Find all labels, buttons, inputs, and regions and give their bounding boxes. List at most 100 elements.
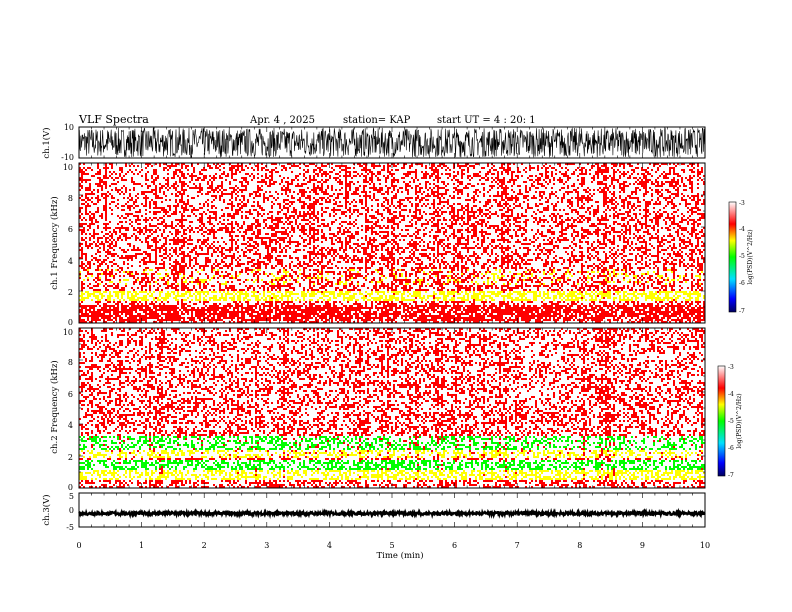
ch1-spectrogram-cell xyxy=(155,193,157,195)
ch1-spectrogram-cell xyxy=(79,273,81,275)
ch1-spectrogram-cell xyxy=(129,319,131,321)
ch1-spectrogram-cell xyxy=(299,199,301,201)
ch1-spectrogram-cell xyxy=(275,225,277,227)
ch1-spectrogram-cell xyxy=(135,211,137,213)
ch1-spectrogram-cell xyxy=(149,163,151,165)
ch1-spectrogram-cell xyxy=(309,257,311,259)
ch1-spectrogram-cell xyxy=(101,193,103,195)
ch1-spectrogram-cell xyxy=(189,289,191,291)
ch1-spectrogram-cell xyxy=(175,231,177,233)
ch1-spectrogram-cell xyxy=(321,307,323,309)
ch1-spectrogram-cell xyxy=(299,263,301,265)
ch1-spectrogram-cell xyxy=(343,285,345,287)
ch1-spectrogram-cell xyxy=(303,241,305,243)
ch1-spectrogram-cell xyxy=(315,313,317,315)
ch1-spectrogram-cell xyxy=(271,255,273,257)
ch1-spectrogram-cell xyxy=(277,203,279,205)
ch1-spectrogram-cell xyxy=(131,255,133,257)
ch1-spectrogram-cell xyxy=(81,255,83,257)
ch1-spectrogram-cell xyxy=(105,209,107,211)
ch1-spectrogram-cell xyxy=(169,257,171,259)
ch1-spectrogram-cell xyxy=(81,173,83,175)
ch1-spectrogram-cell xyxy=(333,211,335,213)
ch1-spectrogram-cell xyxy=(261,319,263,321)
ch1-spectrogram-cell xyxy=(137,273,139,275)
ch1-spectrogram-cell xyxy=(341,247,343,249)
ch1-spectrogram-cell xyxy=(81,265,83,267)
ch1-spectrogram-cell xyxy=(311,309,313,311)
ch1-spectrogram-cell xyxy=(79,167,81,169)
ch1-spectrogram-cell xyxy=(245,311,247,313)
ch1-spectrogram-cell xyxy=(225,313,227,315)
ch1-spectrogram-cell xyxy=(89,223,91,225)
ch1-spectrogram-cell xyxy=(239,289,241,291)
ch1-spectrogram-cell xyxy=(217,317,219,319)
ch1-spectrogram-cell xyxy=(189,305,191,307)
ch1-spectrogram-cell xyxy=(209,259,211,261)
ch1-spectrogram-cell xyxy=(91,305,93,307)
ch1-spectrogram-cell xyxy=(349,167,351,169)
ch1-spectrogram-cell xyxy=(145,303,147,305)
ch1-spectrogram-cell xyxy=(197,279,199,281)
ch1-spectrogram-cell xyxy=(335,311,337,313)
ch1-spectrogram-cell xyxy=(223,283,225,285)
ch1-spectrogram-cell xyxy=(125,315,127,317)
ch1-spectrogram-cell xyxy=(263,237,265,239)
ch1-spectrogram-cell xyxy=(113,259,115,261)
ch1-spectrogram-cell xyxy=(151,311,153,313)
ch1-spectrogram-cell xyxy=(247,245,249,247)
ch1-spectrogram-cell xyxy=(163,191,165,193)
ch1-spectrogram-cell xyxy=(107,257,109,259)
ch1-spectrogram-cell xyxy=(185,291,187,293)
ch1-spectrogram-cell xyxy=(175,229,177,231)
ch1-spectrogram-cell xyxy=(293,319,295,321)
ch1-spectrogram-cell xyxy=(253,305,255,307)
ch1-spectrogram-cell xyxy=(181,227,183,229)
ch1-spectrogram-cell xyxy=(131,213,133,215)
ch1-spectrogram-cell xyxy=(289,231,291,233)
ch1-spectrogram-cell xyxy=(335,289,337,291)
ch1-spectrogram-cell xyxy=(237,167,239,169)
ch1-spectrogram-cell xyxy=(321,315,323,317)
ch1-spectrogram-cell xyxy=(249,269,251,271)
ch1-spectrogram-cell xyxy=(97,163,99,165)
ch1-spectrogram-cell xyxy=(165,239,167,241)
ch1-spectrogram-cell xyxy=(265,297,267,299)
ch1-spectrogram-cell xyxy=(227,193,229,195)
ch1-spectrogram-cell xyxy=(159,319,161,321)
ch1-spectrogram-cell xyxy=(219,221,221,223)
ch1-spectrogram-cell xyxy=(303,231,305,233)
ch1-spectrogram-cell xyxy=(233,309,235,311)
ch1-spectrogram-cell xyxy=(97,291,99,293)
ch1-spectrogram-cell xyxy=(153,315,155,317)
ch1-spectrogram-cell xyxy=(303,219,305,221)
ch1-spectrogram-cell xyxy=(175,309,177,311)
ch1-spectrogram-cell xyxy=(167,225,169,227)
ch1-spectrogram-cell xyxy=(337,237,339,239)
ch1-spectrogram-cell xyxy=(135,219,137,221)
ch1-spectrogram-cell xyxy=(337,313,339,315)
ch1-spectrogram-cell xyxy=(221,229,223,231)
ch1-spectrogram-cell xyxy=(95,291,97,293)
ch1-spectrogram-cell xyxy=(87,197,89,199)
ch1-spectrogram-cell xyxy=(119,289,121,291)
ch1-spectrogram-cell xyxy=(295,265,297,267)
ch1-spectrogram-cell xyxy=(169,249,171,251)
ch1-spectrogram-cell xyxy=(235,307,237,309)
ch1-spectrogram-cell xyxy=(207,259,209,261)
ch1-spectrogram-cell xyxy=(299,265,301,267)
ch1-spectrogram-cell xyxy=(179,177,181,179)
ch1-spectrogram-cell xyxy=(99,259,101,261)
ch1-spectrogram-cell xyxy=(259,253,261,255)
ch1-spectrogram-cell xyxy=(189,221,191,223)
ch1-spectrogram-cell xyxy=(205,301,207,303)
ch1-spectrogram-cell xyxy=(327,279,329,281)
ch1-spectrogram-cell xyxy=(177,319,179,321)
ch1-spectrogram-cell xyxy=(225,287,227,289)
ch1-spectrogram-cell xyxy=(343,257,345,259)
ch1-spectrogram-cell xyxy=(223,163,225,165)
ch1-spectrogram-cell xyxy=(315,253,317,255)
ch1-spectrogram-cell xyxy=(167,319,169,321)
ch1-spectrogram-cell xyxy=(275,311,277,313)
ch1-spectrogram-cell xyxy=(341,313,343,315)
